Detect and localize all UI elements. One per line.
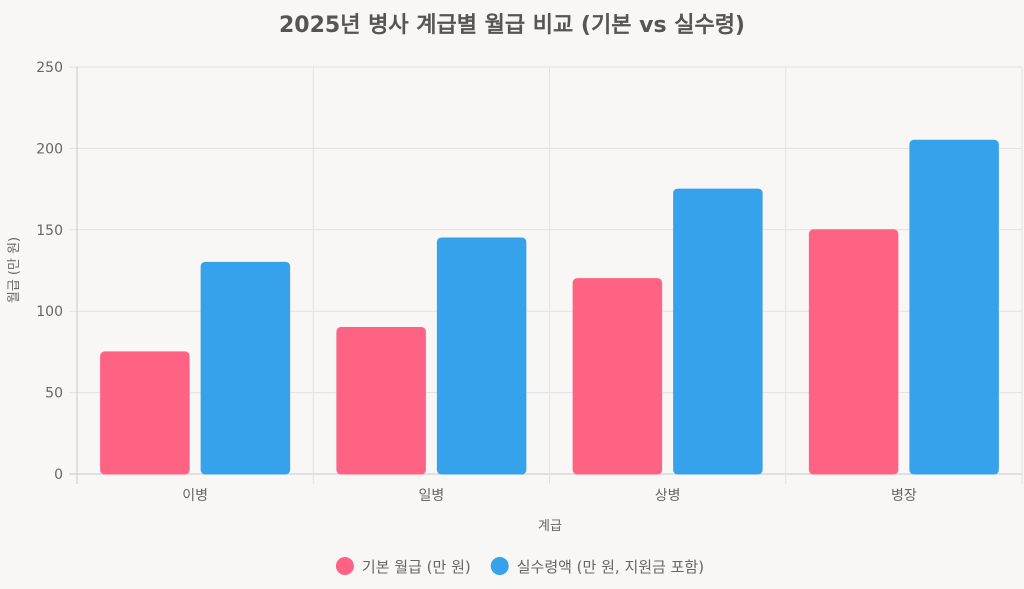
bar-base-pay	[336, 326, 426, 475]
y-tick-label: 100	[36, 304, 63, 320]
axes: 0 50 100 150 200 250 이병 일병 상병 병장	[36, 60, 917, 504]
bar-base-pay	[808, 229, 899, 475]
chart-title: 2025년 병사 계급별 월급 비교 (기본 vs 실수령)	[279, 13, 745, 38]
y-tick-label: 200	[36, 141, 63, 157]
legend-label: 실수령액 (만 원, 지원금 포함)	[517, 558, 704, 576]
legend-label: 기본 월급 (만 원)	[362, 558, 471, 576]
y-tick-label: 150	[36, 223, 63, 239]
legend-swatch	[490, 557, 509, 575]
x-tick-label: 상병	[655, 488, 681, 504]
bar-base-pay	[100, 351, 190, 475]
bar-net-pay	[436, 237, 527, 475]
y-tick-label: 250	[36, 60, 63, 76]
legend-swatch	[335, 557, 354, 575]
x-tick-label: 병장	[891, 488, 917, 504]
bars	[100, 139, 999, 475]
y-tick-label: 50	[45, 386, 63, 402]
x-tick-label: 일병	[418, 488, 444, 504]
x-tick-label: 이병	[182, 488, 208, 504]
y-tick-label: 0	[54, 467, 63, 483]
bar-net-pay	[673, 188, 763, 475]
y-axis-title: 월급 (만 원)	[7, 237, 22, 303]
x-axis-title: 계급	[538, 519, 562, 534]
bar-net-pay	[909, 139, 999, 475]
legend: 기본 월급 (만 원) 실수령액 (만 원, 지원금 포함)	[335, 557, 704, 576]
bar-net-pay	[200, 261, 291, 475]
bar-base-pay	[572, 278, 663, 475]
